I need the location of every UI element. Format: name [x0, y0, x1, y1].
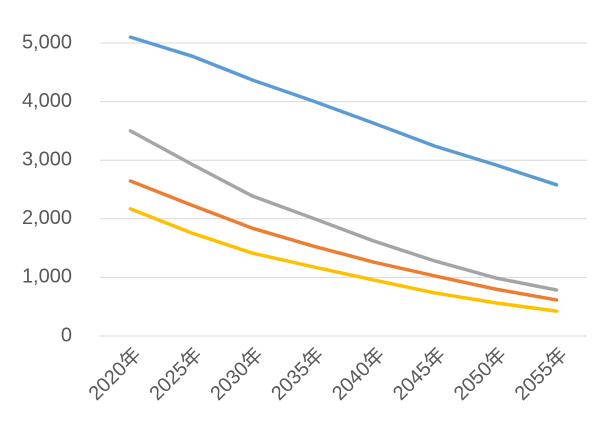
- y-tick-label: 2,000: [22, 207, 72, 229]
- x-tick-label: 2050年: [449, 343, 511, 405]
- y-tick-label: 5,000: [22, 31, 72, 53]
- series-line: [128, 207, 559, 313]
- x-tick-label: 2035年: [266, 343, 328, 405]
- y-tick-label: 3,000: [22, 148, 72, 170]
- y-tick-label: 1,000: [22, 266, 72, 288]
- y-tick-label: 4,000: [22, 90, 72, 112]
- x-tick-label: 2025年: [145, 343, 207, 405]
- series-line: [128, 179, 559, 302]
- x-tick-label: 2030年: [206, 343, 268, 405]
- y-tick-label: 0: [61, 324, 72, 346]
- x-tick-label: 2045年: [388, 343, 450, 405]
- series-line: [128, 35, 559, 187]
- x-tick-label: 2040年: [327, 343, 389, 405]
- x-tick-label: 2020年: [84, 343, 146, 405]
- x-tick-label: 2055年: [510, 343, 572, 405]
- series-line: [128, 129, 559, 292]
